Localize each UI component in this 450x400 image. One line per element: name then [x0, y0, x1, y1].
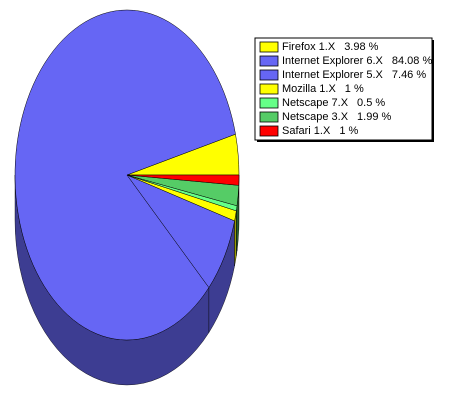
legend-label: Netscape 7.X [282, 97, 349, 109]
legend-swatch [259, 125, 279, 137]
legend-value: 3.98 % [344, 41, 378, 53]
legend-entry: Safari 1.X 1 % [282, 125, 358, 137]
legend-label: Netscape 3.X [282, 111, 349, 123]
legend-swatch [259, 69, 279, 81]
legend-swatch [259, 83, 279, 95]
legend-label: Mozilla 1.X [282, 83, 336, 95]
legend-swatch [259, 41, 279, 53]
legend-label: Internet Explorer 5.X [282, 69, 384, 81]
legend-box [254, 37, 433, 141]
slice [14, 9, 236, 341]
legend-swatch [259, 97, 279, 109]
legend-value: 7.46 % [392, 69, 426, 81]
legend-value: 1.99 % [357, 111, 391, 123]
legend-entry: Mozilla 1.X 1 % [282, 83, 364, 95]
legend-entry: Internet Explorer 6.X 84.08 % [282, 55, 432, 67]
legend-label: Safari 1.X [282, 125, 331, 137]
legend-label: Firefox 1.X [282, 41, 336, 53]
legend-label: Internet Explorer 6.X [282, 55, 384, 67]
legend-value: 0.5 % [357, 97, 385, 109]
legend-entry: Firefox 1.X 3.98 % [282, 41, 379, 53]
legend-entry: Netscape 3.X 1.99 % [282, 111, 392, 123]
legend-value: 1 % [345, 83, 364, 95]
legend-value: 84.08 % [392, 55, 433, 67]
legend-swatch [259, 111, 279, 123]
legend-value: 1 % [339, 125, 358, 137]
legend-entry: Netscape 7.X 0.5 % [282, 97, 385, 109]
slice [126, 174, 240, 186]
legend-swatch [259, 55, 279, 67]
legend-entry: Internet Explorer 5.X 7.46 % [282, 69, 426, 81]
